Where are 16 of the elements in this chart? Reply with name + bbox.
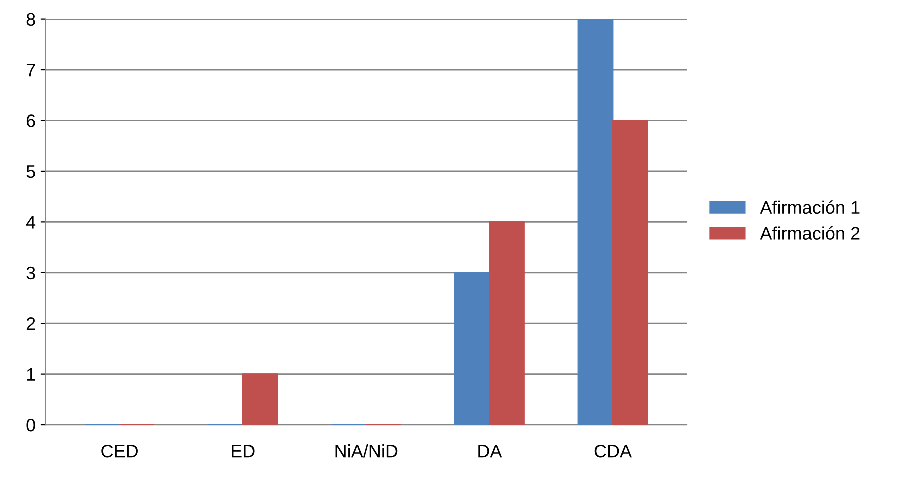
y-tick-label: 4: [26, 216, 36, 229]
x-tick-label: CDA: [594, 444, 632, 458]
legend-label: Afirmación 1: [760, 200, 860, 214]
x-tick-label: NiA/NiD: [336, 444, 398, 458]
legend-label: Afirmación 2: [760, 226, 860, 240]
y-tick-label: 7: [26, 64, 36, 77]
y-tick-label: 6: [26, 114, 36, 128]
y-tick-label: 5: [26, 166, 36, 178]
y-tick-label: 1: [27, 368, 36, 381]
y-tick-label: 8: [26, 13, 36, 26]
y-tick-label: 0: [26, 418, 36, 432]
y-tick-label: 3: [26, 266, 36, 280]
x-tick-label: CED: [102, 444, 138, 458]
x-tick-label: DA: [478, 445, 502, 458]
y-tick-label: 2: [26, 318, 36, 330]
x-tick-label: ED: [232, 445, 255, 458]
